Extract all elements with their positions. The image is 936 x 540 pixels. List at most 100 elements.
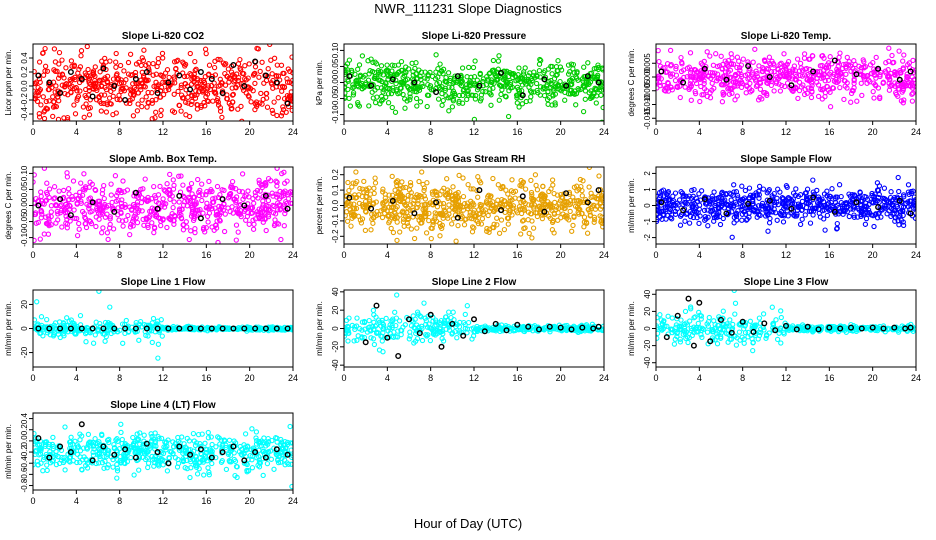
data-point [74,95,81,101]
data-point [659,216,665,222]
data-point [248,99,254,105]
data-point [353,205,360,212]
data-point [723,190,729,197]
data-point [189,208,196,214]
data-point [407,329,413,335]
data-point [155,82,162,88]
data-point [824,188,830,194]
x-tick-label: 12 [469,127,479,137]
reference-point [368,82,375,89]
x-tick-label: 12 [781,250,791,260]
data-point [235,61,242,67]
data-point [518,210,525,217]
data-point [486,229,492,235]
data-point [260,198,266,204]
data-point [859,198,865,204]
reference-point [252,325,259,332]
data-point [729,209,735,215]
data-point [676,197,683,203]
data-point [561,213,568,220]
data-point [461,86,467,93]
data-point [863,194,869,200]
data-point [268,247,272,251]
data-point [40,94,46,100]
data-point [167,196,173,202]
data-point [67,84,73,90]
data-point [423,213,429,220]
data-point [146,197,152,203]
y-tick-label: 0.05 [20,181,29,197]
data-point [580,108,587,115]
data-point [701,80,707,87]
data-point [583,79,589,85]
data-point [691,200,697,207]
data-point [822,227,828,233]
reference-point [389,197,396,204]
data-point [450,184,456,190]
data-point [362,198,369,205]
data-point [186,113,193,120]
data-point [477,201,483,208]
data-point [266,326,272,332]
scatter-points [344,52,604,121]
data-point [805,71,811,78]
data-point [562,198,568,205]
data-point [437,325,443,331]
data-point [454,335,460,341]
data-point [666,196,672,202]
data-point [886,73,892,79]
data-point [423,318,429,324]
data-point [505,79,511,85]
data-point [739,183,745,189]
scatter-points [33,290,293,361]
data-point [171,221,177,227]
data-point [908,198,914,204]
data-point [287,79,293,86]
data-point [269,71,275,77]
data-point [772,72,779,79]
data-point [660,208,666,214]
data-point [820,199,827,205]
data-point [886,45,892,51]
data-point [158,107,164,113]
data-point [380,186,386,192]
data-point [433,52,439,58]
data-point [718,53,724,59]
data-point [191,74,198,81]
data-point [782,203,789,209]
reference-point [384,334,391,341]
data-point [905,189,912,195]
data-point [349,184,355,190]
data-point [818,86,824,93]
data-point [679,61,685,67]
data-point [134,108,141,114]
reference-point [262,325,269,332]
x-tick-label: 4 [74,127,79,137]
data-point [910,90,916,96]
data-point [77,64,84,70]
data-point [665,88,672,94]
data-point [386,192,392,198]
data-point [380,200,386,206]
data-point [733,72,739,79]
data-point [672,202,678,208]
data-point [183,219,189,225]
data-point [815,72,821,78]
data-point [217,57,223,63]
data-point [344,67,348,73]
data-point [848,99,854,105]
data-point [149,90,155,96]
data-point [582,96,588,102]
data-point [677,94,683,101]
data-point [366,185,372,191]
data-point [377,319,383,325]
data-point [118,77,124,83]
data-point [274,112,280,119]
data-point [64,221,71,227]
data-point [233,237,239,243]
data-point [887,200,894,206]
data-point [167,171,173,178]
data-point [529,218,535,224]
x-tick-label: 20 [556,250,566,260]
data-point [96,202,102,209]
